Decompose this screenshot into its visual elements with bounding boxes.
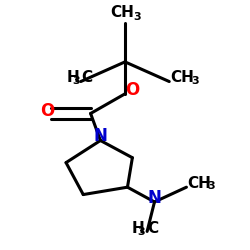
Text: H: H xyxy=(67,70,80,85)
Text: N: N xyxy=(94,127,108,145)
Text: H: H xyxy=(132,222,145,236)
Text: CH: CH xyxy=(170,70,194,85)
Text: O: O xyxy=(40,102,54,119)
Text: 3: 3 xyxy=(138,227,145,237)
Text: 3: 3 xyxy=(191,76,198,86)
Text: C: C xyxy=(81,70,92,85)
Text: CH: CH xyxy=(110,5,134,20)
Text: 3: 3 xyxy=(207,181,215,191)
Text: O: O xyxy=(125,81,139,99)
Text: 3: 3 xyxy=(133,12,140,22)
Text: C: C xyxy=(147,222,158,236)
Text: CH: CH xyxy=(187,176,211,191)
Text: N: N xyxy=(147,188,161,206)
Text: 3: 3 xyxy=(72,76,80,86)
